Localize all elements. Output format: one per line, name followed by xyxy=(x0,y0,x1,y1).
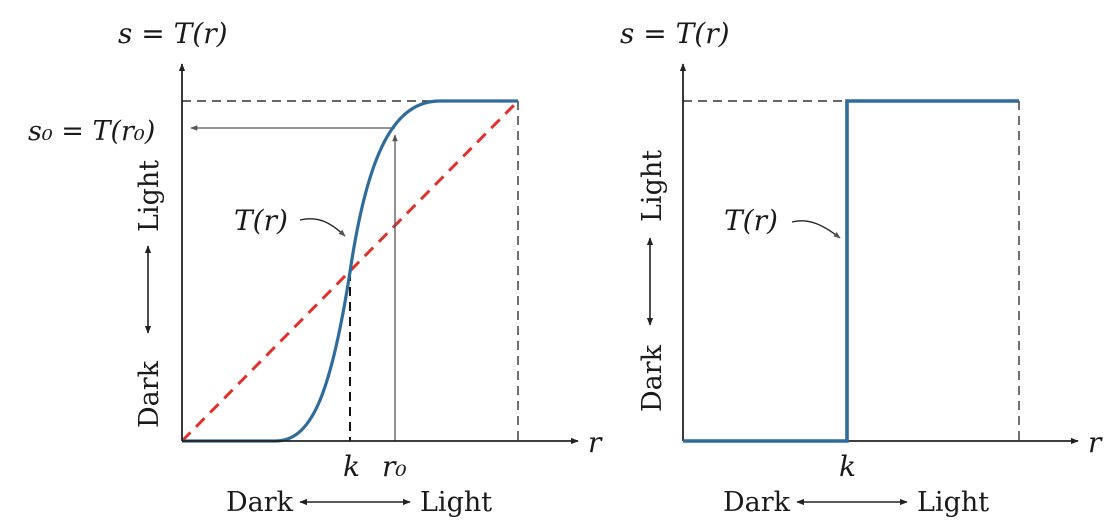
right-k-label: k xyxy=(839,450,856,483)
left-horizontal-dark-label: Dark xyxy=(226,487,294,518)
left-vertical-dark-label: Dark xyxy=(134,360,165,428)
left-transform-curve xyxy=(182,99,518,443)
left-panel: s = T(r) r s₀ = T(r₀) T(r) k r₀ Dark Lig… xyxy=(28,17,603,518)
right-curve-label: T(r) xyxy=(724,204,778,237)
right-vertical-dark-label: Dark xyxy=(637,344,668,412)
left-k-label: k xyxy=(343,450,360,483)
left-vertical-light-label: Light xyxy=(134,160,165,232)
left-horizontal-light-label: Light xyxy=(420,487,492,518)
left-r0-label: r₀ xyxy=(382,450,407,483)
right-x-axis-label: r xyxy=(1088,426,1103,459)
right-horizontal-dark-label: Dark xyxy=(723,487,791,518)
left-curve-pointer xyxy=(299,218,346,237)
right-horizontal-light-label: Light xyxy=(917,487,989,518)
right-curve-pointer xyxy=(791,220,841,239)
right-y-axis-label: s = T(r) xyxy=(620,17,730,50)
right-panel: s = T(r) r T(r) k Dark Light Dark Light xyxy=(620,17,1103,518)
left-x-axis-label: r xyxy=(588,426,603,459)
left-s0-label: s₀ = T(r₀) xyxy=(28,116,155,147)
right-vertical-light-label: Light xyxy=(637,150,668,222)
left-curve-label: T(r) xyxy=(234,204,288,237)
right-step-function xyxy=(683,99,1019,443)
left-y-axis-label: s = T(r) xyxy=(118,17,228,50)
